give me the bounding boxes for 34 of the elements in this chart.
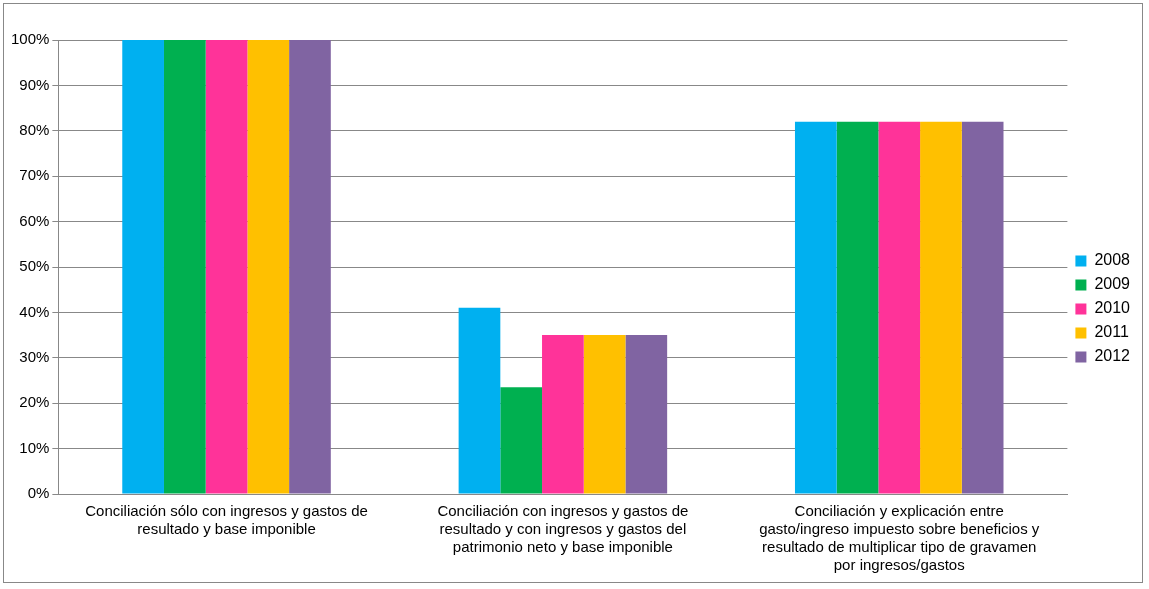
legend-label: 2010 <box>1094 299 1131 317</box>
bar <box>625 335 668 494</box>
bar <box>458 307 501 494</box>
y-tick-label: 90% <box>19 75 50 93</box>
legend-label: 2011 <box>1094 323 1129 341</box>
bar <box>122 40 164 494</box>
bar <box>289 40 331 494</box>
y-tick-label: 60% <box>19 211 50 229</box>
bar <box>247 40 290 494</box>
bar <box>878 121 921 494</box>
y-tick-label: 100% <box>10 30 50 48</box>
x-tick-label: Conciliación con ingresos y gastos de resultado y con ingresos y gastos del patrimonio neto y base imponible <box>437 502 689 556</box>
legend-label: 2008 <box>1094 251 1131 269</box>
bar <box>163 40 206 494</box>
bar <box>836 121 879 494</box>
y-tick-label: 30% <box>19 347 50 365</box>
x-tick-label: Conciliación y explicación entre gasto/ingreso impuesto sobre beneficios y resultado de multiplicar tipo de gravamen por ingresos/gastos <box>759 502 1040 574</box>
y-tick-label: 50% <box>19 257 50 275</box>
bar <box>920 121 962 494</box>
y-tick-label: 40% <box>19 302 50 320</box>
legend-label: 2009 <box>1094 275 1131 293</box>
bar <box>205 40 248 494</box>
x-tick-label: Conciliación sólo con ingresos y gastos de resultado y base imponible <box>85 502 368 538</box>
legend-label: 2012 <box>1094 347 1131 365</box>
y-tick-label: 10% <box>19 438 50 456</box>
y-tick-label: 0% <box>27 484 50 502</box>
bar <box>583 335 626 494</box>
bar <box>500 387 543 494</box>
bar <box>961 121 1004 494</box>
bar <box>542 335 584 494</box>
y-tick-label: 70% <box>19 166 50 184</box>
bar <box>794 121 837 494</box>
y-tick-label: 20% <box>19 393 50 411</box>
y-tick-label: 80% <box>19 120 50 138</box>
